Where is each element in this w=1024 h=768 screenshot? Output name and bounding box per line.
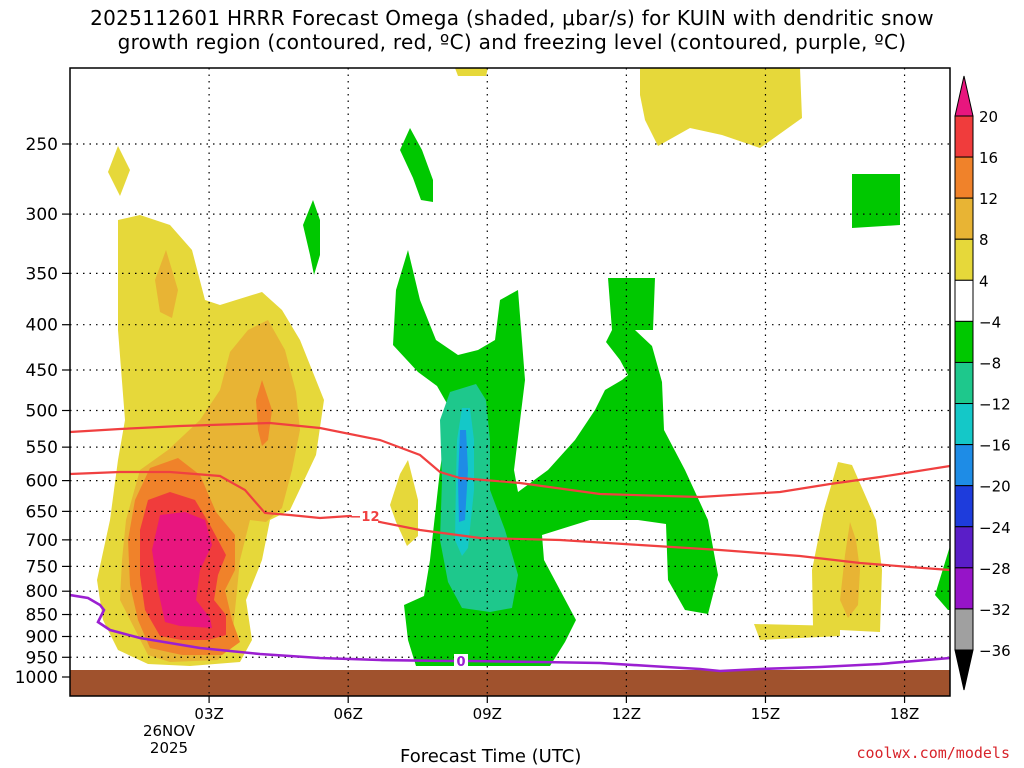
omega-area-yellow-top xyxy=(640,68,802,148)
contour-labels: −12 0 xyxy=(351,508,468,670)
y-tick-label: 650 xyxy=(26,502,58,522)
omega-area-green-topright xyxy=(852,174,900,228)
y-tick-label: 1000 xyxy=(15,668,58,688)
omega-area-gold-right xyxy=(840,522,860,618)
colorbar: 20 16 12 8 4 −4 −8 −12 −16 −20 −24 −28 −32 −36 xyxy=(954,75,1011,691)
x-tick-label: 03Z xyxy=(194,705,223,723)
colorbar-band xyxy=(954,115,974,158)
y-tick-label: 800 xyxy=(26,582,58,602)
omega-area-yellow-spike xyxy=(108,146,130,196)
colorbar-label: −36 xyxy=(979,642,1011,660)
omega-area-orange xyxy=(256,380,272,446)
omega-area-green-upper xyxy=(400,128,433,202)
colorbar-label: −12 xyxy=(979,396,1011,414)
colorbar-label: 4 xyxy=(979,272,989,290)
colorbar-label: 8 xyxy=(979,231,989,249)
x-axis: 03Z 06Z 09Z 12Z 15Z 18Z xyxy=(194,696,919,723)
y-tick-label: 550 xyxy=(26,438,58,458)
omega-area-green-box xyxy=(608,278,655,330)
x-tick-label: 15Z xyxy=(751,705,780,723)
y-axis: 2503003504004505005506006507007508008509… xyxy=(15,135,70,688)
omega-area-yellow-bottom xyxy=(754,624,840,640)
colorbar-band xyxy=(954,320,974,363)
date-label-day: 26NOV xyxy=(143,722,196,740)
colorbar-band xyxy=(954,567,974,610)
colorbar-band xyxy=(954,485,974,528)
colorbar-label: −4 xyxy=(979,313,1001,331)
y-tick-label: 600 xyxy=(26,472,58,492)
credit-text: coolwx.com/models xyxy=(856,744,1010,762)
y-tick-label: 350 xyxy=(26,264,58,284)
plot-frame xyxy=(69,67,951,697)
colorbar-band xyxy=(954,238,974,281)
omega-area-blue xyxy=(458,430,468,522)
x-tick-label: 12Z xyxy=(612,705,641,723)
y-tick-label: 900 xyxy=(26,627,58,647)
x-tick-label: 18Z xyxy=(890,705,919,723)
colorbar-label: −8 xyxy=(979,354,1001,372)
colorbar-band xyxy=(954,608,974,651)
colorbar-band xyxy=(954,197,974,240)
omega-area-yellow-top-sliver xyxy=(455,68,488,76)
surface-ground xyxy=(70,670,950,696)
colorbar-label: −32 xyxy=(979,601,1011,619)
y-tick-label: 750 xyxy=(26,557,58,577)
colorbar-top-arrow xyxy=(954,75,974,117)
colorbar-label: 12 xyxy=(979,190,998,208)
colorbar-band xyxy=(954,156,974,199)
colorbar-label: −16 xyxy=(979,437,1011,455)
x-tick-label: 06Z xyxy=(334,705,363,723)
title-line-2: growth region (contoured, red, ºC) and f… xyxy=(117,30,907,54)
x-tick-label: 09Z xyxy=(473,705,502,723)
x-axis-title: Forecast Time (UTC) xyxy=(400,746,582,767)
colorbar-label: −28 xyxy=(979,560,1011,578)
colorbar-band xyxy=(954,403,974,446)
colorbar-label: 20 xyxy=(979,108,998,126)
freezing-contour-label: 0 xyxy=(456,655,465,670)
colorbar-band xyxy=(954,444,974,487)
omega-area-magenta xyxy=(152,512,212,628)
grid-lines xyxy=(70,68,950,696)
y-tick-label: 250 xyxy=(26,135,58,155)
omega-area-green-edge xyxy=(935,546,950,610)
colorbar-label: −24 xyxy=(979,519,1011,537)
y-tick-label: 400 xyxy=(26,316,58,336)
title-line-1: 2025112601 HRRR Forecast Omega (shaded, … xyxy=(90,6,934,30)
colorbar-band xyxy=(954,279,974,322)
chart-title: 2025112601 HRRR Forecast Omega (shaded, … xyxy=(0,6,1024,54)
y-tick-label: 450 xyxy=(26,361,58,381)
dgz-upper-contour xyxy=(70,421,950,499)
dgz-contour-label: −12 xyxy=(351,510,380,525)
colorbar-label: 16 xyxy=(979,149,998,167)
omega-area-yellow-mid xyxy=(390,460,418,546)
colorbar-bottom-arrow xyxy=(954,649,974,691)
y-tick-label: 850 xyxy=(26,606,58,626)
omega-shading xyxy=(70,68,950,696)
colorbar-band xyxy=(954,361,974,405)
colorbar-label: −20 xyxy=(979,478,1011,496)
omega-area-green-small xyxy=(303,200,320,275)
y-tick-label: 300 xyxy=(26,205,58,225)
y-tick-label: 950 xyxy=(26,648,58,668)
omega-area-gold-upper xyxy=(155,250,178,318)
freezing-level-contour xyxy=(70,593,950,673)
date-label: 26NOV 2025 xyxy=(143,722,196,757)
y-tick-label: 700 xyxy=(26,531,58,551)
date-label-year: 2025 xyxy=(150,739,188,757)
y-tick-label: 500 xyxy=(26,402,58,422)
colorbar-band xyxy=(954,526,974,569)
